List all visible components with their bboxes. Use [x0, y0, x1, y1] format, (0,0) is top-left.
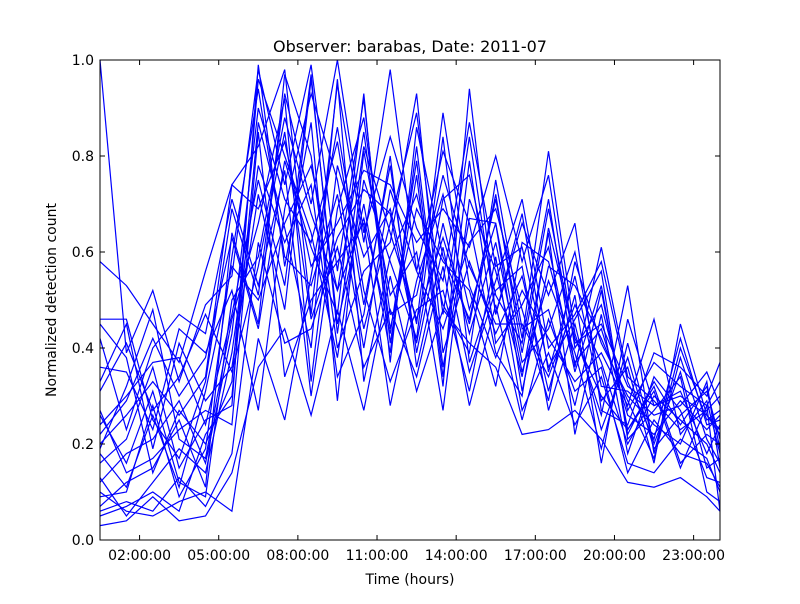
series-line-8	[99, 107, 721, 483]
x-tick-label: 08:00:00	[266, 548, 329, 564]
x-tick-label: 14:00:00	[425, 548, 488, 564]
series-line-3	[100, 59, 721, 503]
x-tick-label: 05:00:00	[187, 548, 250, 564]
series-line-16	[99, 127, 721, 517]
x-tick-label: 02:00:00	[108, 548, 171, 564]
series-line-12	[99, 117, 721, 498]
y-tick-label: 1.0	[72, 53, 94, 69]
series-line-10	[99, 74, 721, 507]
y-tick-label: 0.2	[72, 437, 94, 453]
series-line-22	[99, 79, 721, 475]
series-layer	[99, 59, 721, 527]
series-line-17	[99, 275, 721, 527]
series-line-14	[99, 117, 721, 474]
series-line-13	[99, 79, 721, 449]
plot-frame	[99, 59, 721, 541]
series-line-15	[99, 155, 721, 518]
series-line-9	[99, 88, 721, 499]
chart-title: Observer: barabas, Date: 2011-07	[273, 37, 547, 56]
series-line-1	[99, 59, 721, 464]
series-line-20	[99, 131, 721, 474]
x-tick-label: 11:00:00	[346, 548, 409, 564]
x-tick-label: 23:00:00	[662, 548, 725, 564]
series-line-11	[99, 79, 721, 517]
y-tick-label: 0.4	[72, 341, 94, 357]
series-line-21	[99, 242, 721, 512]
series-line-5	[99, 93, 721, 454]
y-tick-label: 0.0	[72, 533, 94, 549]
series-line-7	[99, 64, 721, 483]
series-line-18	[99, 139, 721, 445]
x-tick-label: 20:00:00	[583, 548, 646, 564]
x-tick-label: 17:00:00	[504, 548, 567, 564]
series-line-4	[99, 131, 721, 431]
x-axis-label: Time (hours)	[365, 572, 455, 588]
tick-layer: 02:00:00 05:00:00 08:00:00 11:00:00 14:00:00…	[72, 53, 725, 564]
y-tick-label: 0.6	[72, 245, 94, 261]
series-line-6	[99, 98, 721, 460]
series-line-24	[99, 74, 721, 431]
series-line-19	[99, 91, 721, 432]
series-line-23	[99, 160, 721, 490]
y-axis-label: Normalized detection count	[44, 203, 60, 397]
y-tick-label: 0.8	[72, 149, 94, 165]
